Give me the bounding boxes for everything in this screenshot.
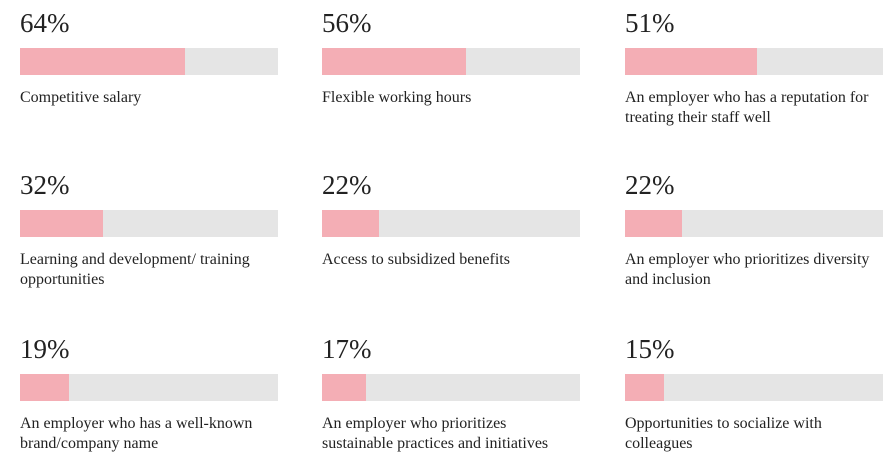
bar-track bbox=[20, 48, 278, 75]
stat-item: 51% An employer who has a reputation for … bbox=[625, 0, 883, 128]
percent-label: 51% bbox=[625, 8, 675, 38]
bar-track bbox=[625, 48, 883, 75]
category-label: An employer who prioritizes diversity an… bbox=[625, 251, 870, 288]
percent-label: 64% bbox=[20, 8, 70, 38]
bar bbox=[20, 374, 70, 401]
category-label: Opportunities to socialize with colleagu… bbox=[625, 415, 822, 452]
percent-label: 19% bbox=[20, 334, 70, 364]
category-label: Learning and development/ training oppor… bbox=[20, 251, 250, 288]
percent-label: 22% bbox=[625, 170, 675, 200]
stat-item: 17% An employer who prioritizes sustainab… bbox=[322, 326, 580, 454]
bar-track bbox=[322, 48, 580, 75]
percent-label: 22% bbox=[322, 170, 372, 200]
percent-label: 15% bbox=[625, 334, 675, 364]
stat-item: 64% Competitive salary bbox=[20, 0, 278, 108]
percent-label: 32% bbox=[20, 170, 70, 200]
category-label: Flexible working hours bbox=[322, 89, 472, 106]
category-label: An employer who prioritizes sustainable … bbox=[322, 415, 549, 452]
bar bbox=[625, 374, 664, 401]
stat-item: 15% Opportunities to socialize with colle… bbox=[625, 326, 883, 454]
bar bbox=[322, 48, 467, 75]
category-label: An employer who has a well-known brand/c… bbox=[20, 415, 253, 452]
bar bbox=[20, 210, 103, 237]
percent-label: 56% bbox=[322, 8, 372, 38]
stat-item: 22% An employer who prioritizes diversity… bbox=[625, 162, 883, 290]
stat-item: 19% An employer who has a well-known bran… bbox=[20, 326, 278, 454]
bar bbox=[322, 210, 379, 237]
bar bbox=[20, 48, 186, 75]
stat-item: 22% Access to subsidized benefits bbox=[322, 162, 580, 270]
bar bbox=[625, 210, 682, 237]
bar bbox=[625, 48, 757, 75]
bar-track bbox=[625, 374, 883, 401]
category-label: Competitive salary bbox=[20, 89, 142, 106]
category-label: Access to subsidized benefits bbox=[322, 251, 510, 268]
bar bbox=[322, 374, 366, 401]
stat-item: 56% Flexible working hours bbox=[322, 0, 580, 108]
category-label: An employer who has a reputation for tre… bbox=[625, 89, 869, 126]
bar-track bbox=[322, 374, 580, 401]
bar-track bbox=[20, 210, 278, 237]
percent-label: 17% bbox=[322, 334, 372, 364]
bar-track bbox=[625, 210, 883, 237]
bar-track bbox=[322, 210, 580, 237]
stat-item: 32% Learning and development/ training op… bbox=[20, 162, 278, 290]
bar-track bbox=[20, 374, 278, 401]
